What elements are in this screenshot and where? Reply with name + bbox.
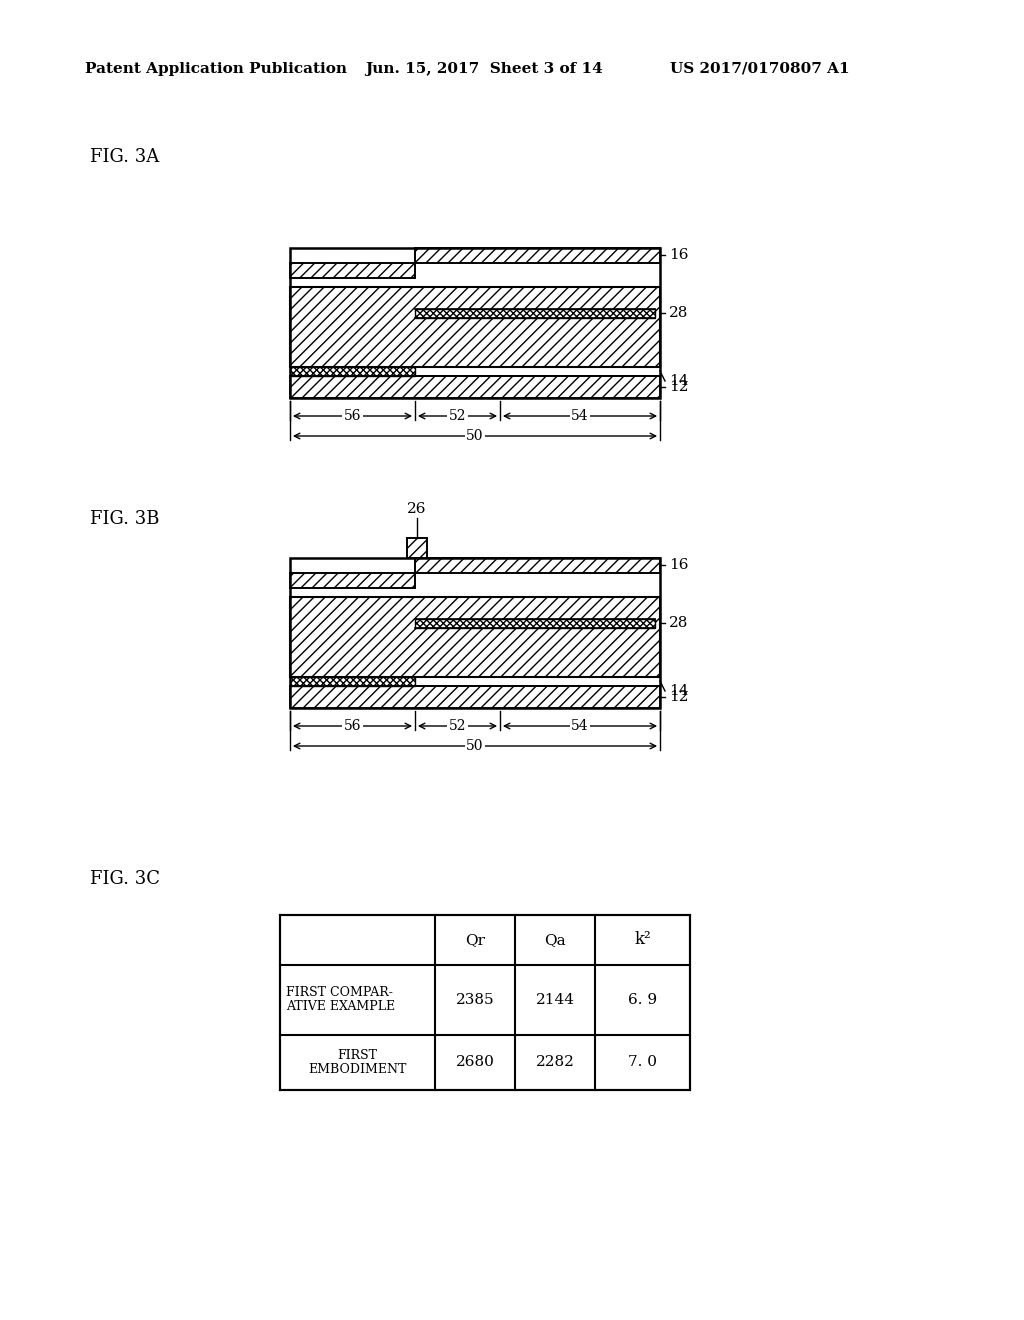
Bar bbox=[290, 376, 660, 399]
Text: FIG. 3C: FIG. 3C bbox=[90, 870, 160, 888]
Text: 2144: 2144 bbox=[536, 993, 574, 1007]
Text: 2680: 2680 bbox=[456, 1056, 495, 1069]
Bar bbox=[290, 248, 660, 399]
Text: 28: 28 bbox=[669, 616, 688, 630]
Text: 52: 52 bbox=[449, 719, 466, 733]
Bar bbox=[415, 248, 660, 263]
Text: 2282: 2282 bbox=[536, 1056, 574, 1069]
Text: 14: 14 bbox=[669, 374, 688, 388]
Text: FIRST COMPAR-: FIRST COMPAR- bbox=[286, 986, 393, 999]
Text: US 2017/0170807 A1: US 2017/0170807 A1 bbox=[670, 62, 850, 77]
Text: FIRST: FIRST bbox=[338, 1049, 378, 1063]
Text: Qr: Qr bbox=[465, 933, 485, 946]
Text: 54: 54 bbox=[571, 719, 589, 733]
Text: 16: 16 bbox=[669, 248, 688, 261]
Text: 28: 28 bbox=[669, 306, 688, 319]
Text: 16: 16 bbox=[669, 558, 688, 572]
Bar bbox=[415, 309, 655, 318]
Text: 12: 12 bbox=[669, 690, 688, 704]
Text: 7. 0: 7. 0 bbox=[628, 1056, 657, 1069]
Text: ATIVE EXAMPLE: ATIVE EXAMPLE bbox=[286, 1001, 395, 1014]
Text: 56: 56 bbox=[344, 409, 361, 422]
Text: Qa: Qa bbox=[544, 933, 566, 946]
Bar bbox=[290, 597, 660, 677]
Bar bbox=[415, 619, 655, 628]
Bar bbox=[407, 539, 427, 558]
Text: 2385: 2385 bbox=[456, 993, 495, 1007]
Text: Patent Application Publication: Patent Application Publication bbox=[85, 62, 347, 77]
Bar bbox=[290, 686, 660, 708]
Text: k²: k² bbox=[634, 932, 651, 949]
Text: 52: 52 bbox=[449, 409, 466, 422]
Bar bbox=[415, 558, 660, 573]
Text: Jun. 15, 2017  Sheet 3 of 14: Jun. 15, 2017 Sheet 3 of 14 bbox=[365, 62, 603, 77]
Bar bbox=[290, 263, 415, 279]
Text: 50: 50 bbox=[466, 429, 483, 444]
Text: 56: 56 bbox=[344, 719, 361, 733]
Text: 14: 14 bbox=[669, 684, 688, 698]
Text: FIG. 3B: FIG. 3B bbox=[90, 510, 160, 528]
Text: 26: 26 bbox=[408, 502, 427, 516]
Bar bbox=[290, 677, 415, 686]
Bar bbox=[290, 367, 415, 376]
Text: 6. 9: 6. 9 bbox=[628, 993, 657, 1007]
Bar bbox=[280, 915, 690, 1090]
Text: 12: 12 bbox=[669, 380, 688, 393]
Text: EMBODIMENT: EMBODIMENT bbox=[308, 1063, 407, 1076]
Bar bbox=[290, 286, 660, 367]
Text: 50: 50 bbox=[466, 739, 483, 752]
Bar bbox=[290, 573, 415, 587]
Text: 54: 54 bbox=[571, 409, 589, 422]
Bar bbox=[290, 558, 660, 708]
Text: FIG. 3A: FIG. 3A bbox=[90, 148, 160, 166]
